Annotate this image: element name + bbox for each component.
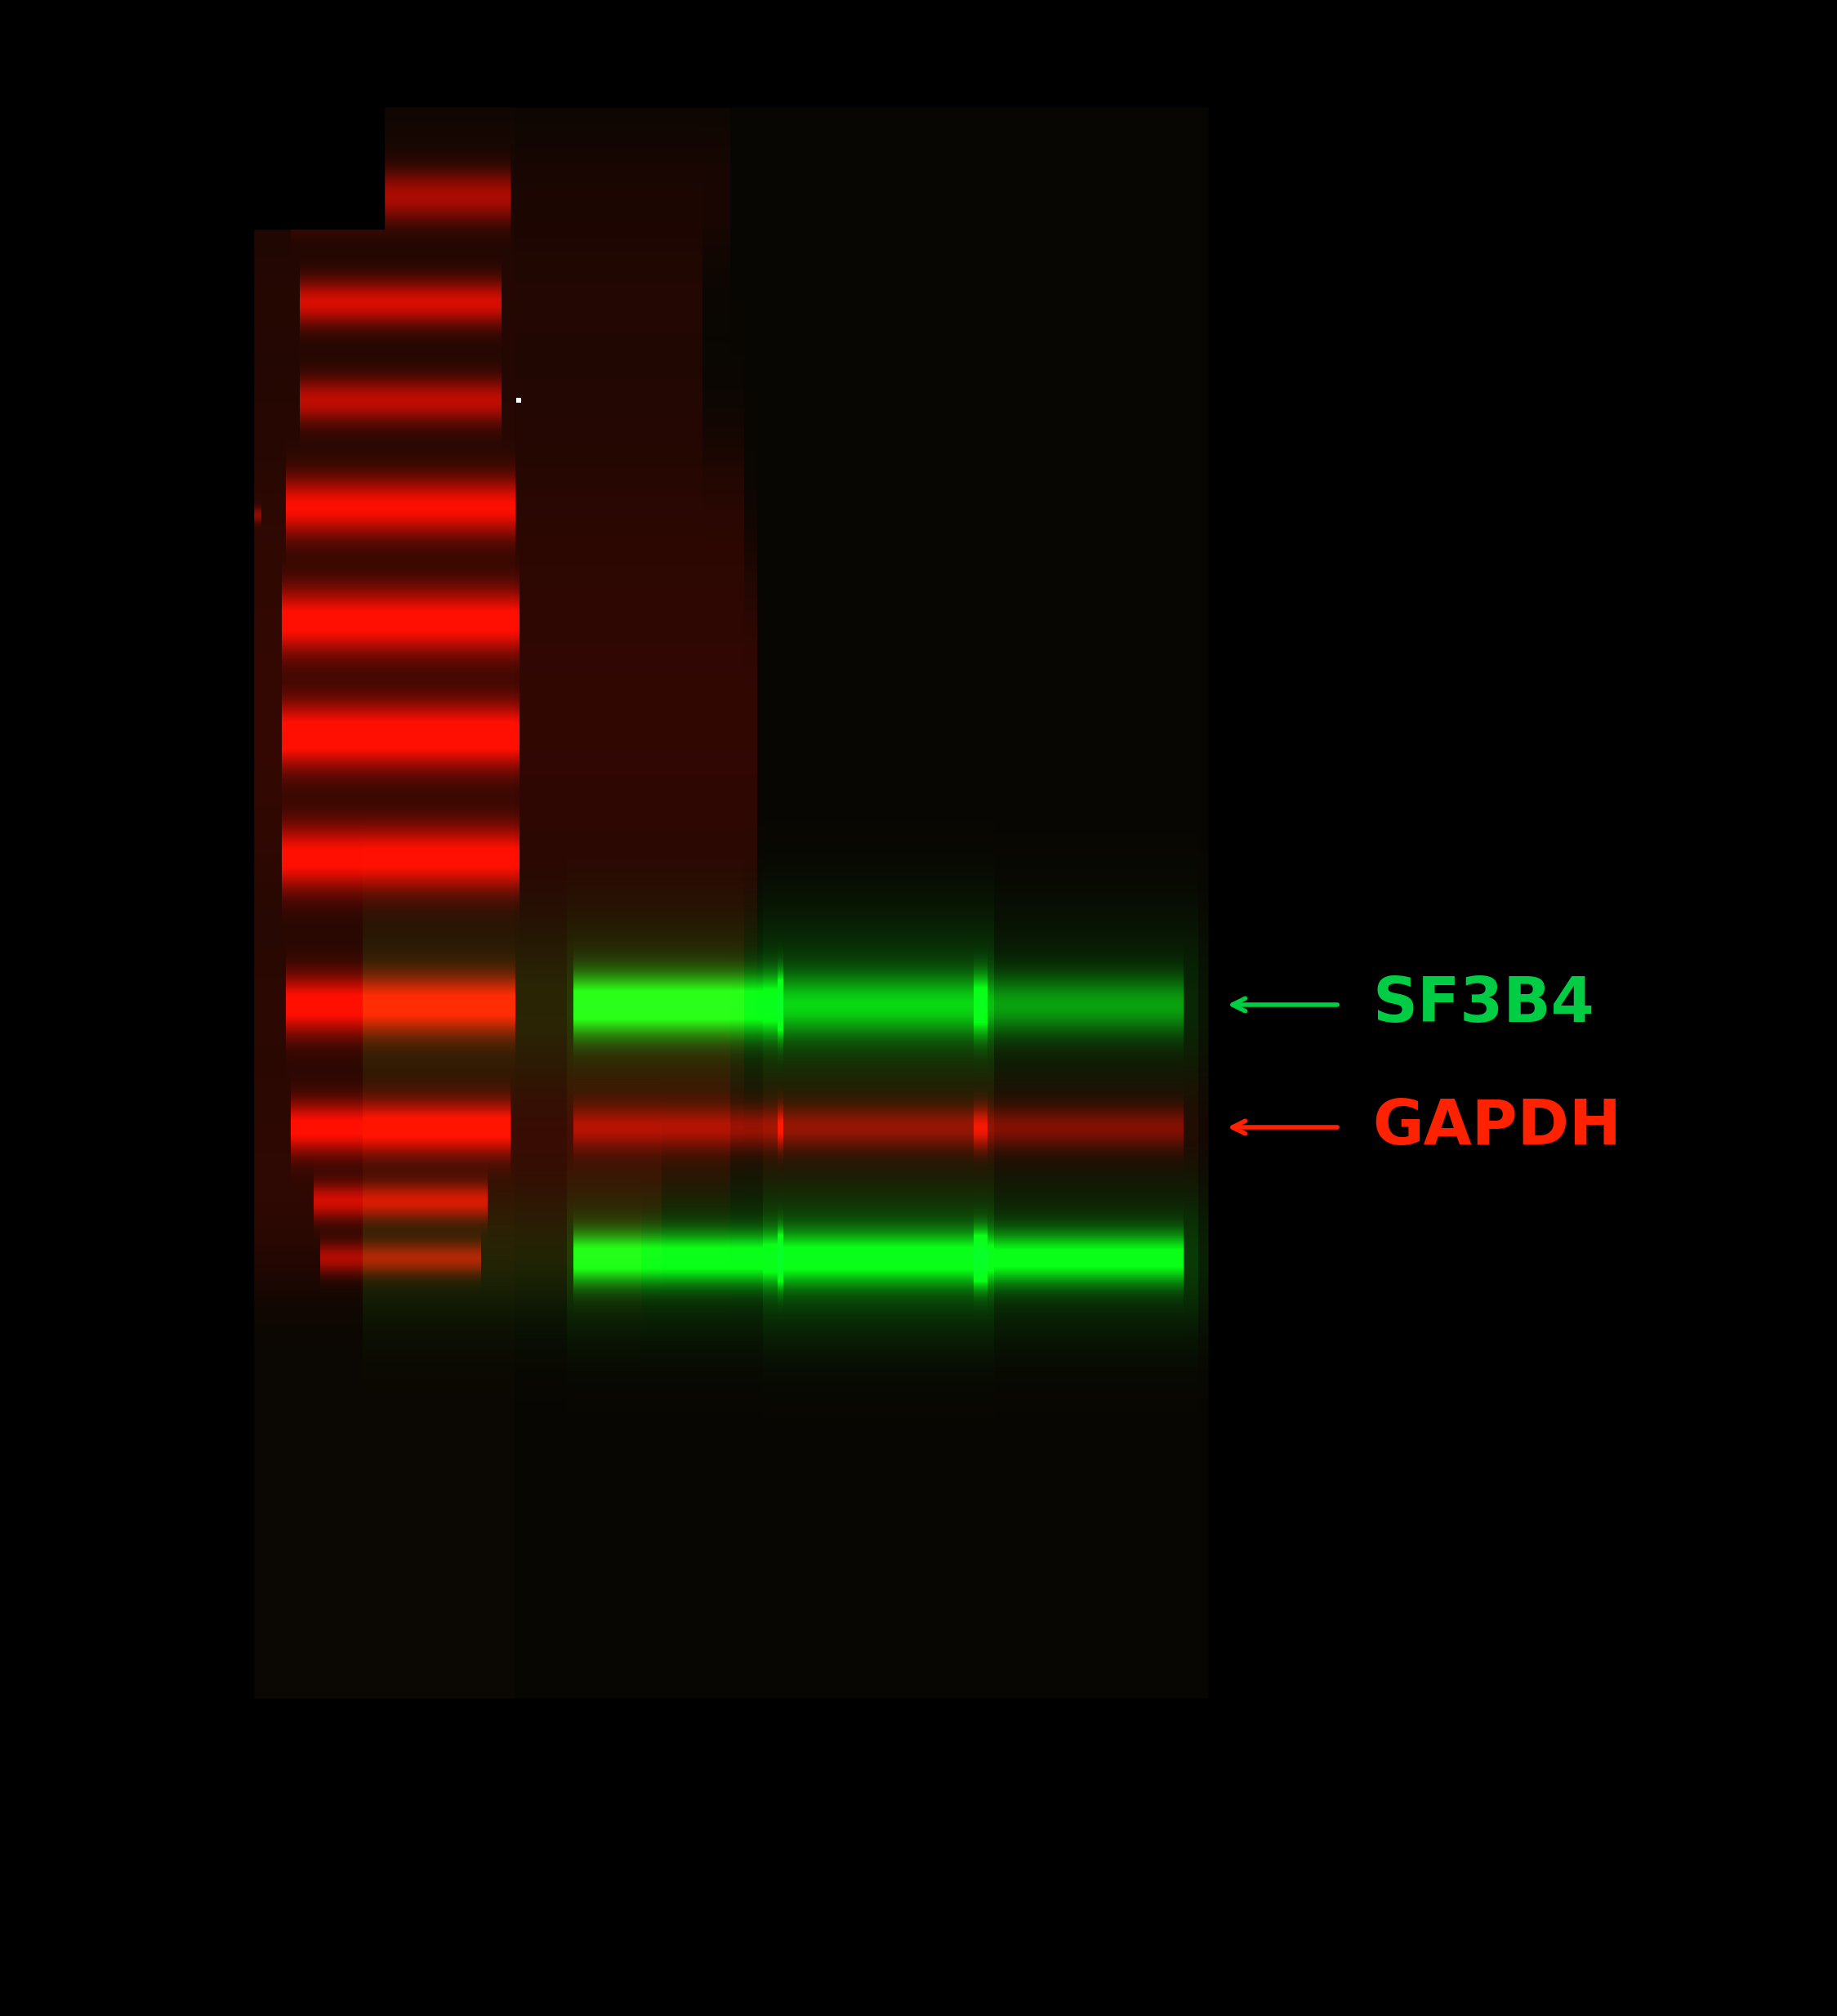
Polygon shape bbox=[254, 1699, 514, 2016]
Polygon shape bbox=[0, 0, 384, 228]
Polygon shape bbox=[434, 0, 1209, 107]
Text: SF3B4: SF3B4 bbox=[1372, 974, 1595, 1034]
Polygon shape bbox=[254, 0, 434, 107]
Polygon shape bbox=[514, 1699, 1209, 2016]
Polygon shape bbox=[727, 1863, 1209, 2016]
Polygon shape bbox=[1209, 0, 1837, 573]
Polygon shape bbox=[1209, 573, 1837, 899]
Polygon shape bbox=[1209, 899, 1837, 1103]
Text: GAPDH: GAPDH bbox=[1372, 1097, 1622, 1157]
Polygon shape bbox=[1209, 1103, 1837, 2016]
